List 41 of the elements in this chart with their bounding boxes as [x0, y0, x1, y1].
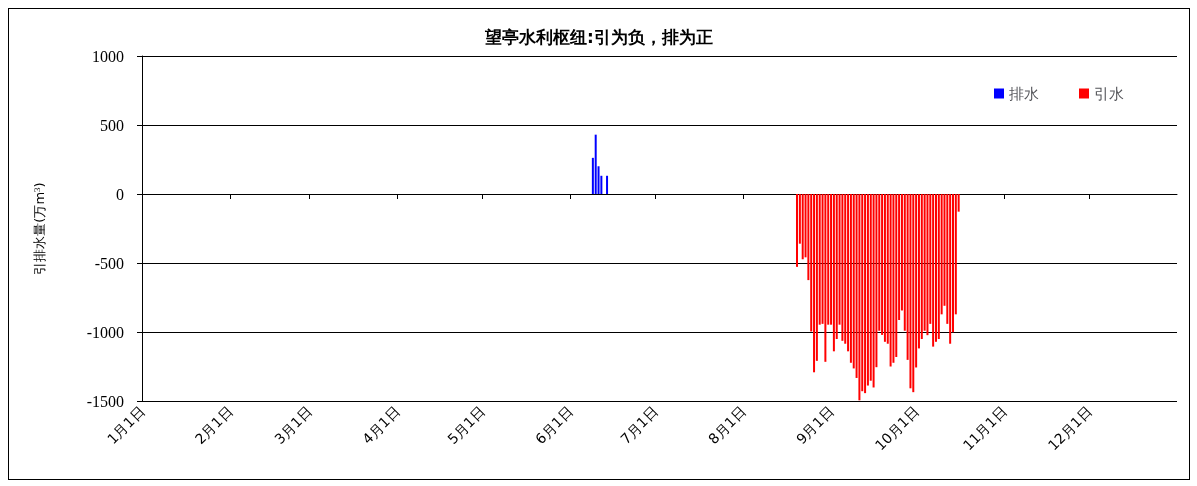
chart-title: 望亭水利枢纽:引为负，排为正 [484, 26, 713, 47]
bar [892, 194, 895, 363]
y-tick-label: 500 [100, 116, 124, 134]
bar [883, 194, 886, 342]
y-tick-label: 1000 [92, 47, 124, 65]
bar [594, 134, 597, 194]
y-tick-label: 0 [116, 185, 124, 203]
legend-label: 排水 [1009, 84, 1039, 103]
legend-label: 引水 [1094, 84, 1124, 103]
y-tick-label: -1500 [86, 392, 124, 410]
bar [912, 194, 915, 393]
bar [864, 194, 867, 394]
x-tick-label: 2月1日 [191, 403, 236, 448]
x-tick-label: 9月1日 [793, 403, 837, 448]
x-tick-label: 8月1日 [705, 403, 749, 448]
bar [949, 194, 952, 344]
bar [909, 194, 912, 389]
bar [824, 194, 827, 362]
x-tick-label: 12月1日 [1044, 403, 1095, 454]
bar [841, 194, 844, 341]
bar [872, 194, 875, 388]
bar [937, 194, 940, 340]
bar [801, 194, 804, 260]
bar [832, 194, 835, 352]
bar [858, 194, 861, 401]
x-tick-label: 10月1日 [871, 403, 922, 454]
y-tick-label: -1000 [86, 323, 124, 341]
bar [796, 194, 799, 267]
x-tick-label: 3月1日 [271, 403, 315, 448]
y-axis-title: 引排水量(万m3) [31, 182, 47, 275]
x-tick-label: 4月1日 [359, 403, 403, 448]
bar [926, 194, 929, 336]
bar [813, 194, 816, 373]
bar [889, 194, 892, 367]
x-tick-label: 11月1日 [959, 403, 1010, 454]
bar [932, 194, 935, 347]
x-tick-label: 6月1日 [532, 403, 576, 448]
bar [606, 175, 609, 194]
x-tick-label: 7月1日 [617, 403, 661, 448]
y-tick-label: -500 [94, 254, 124, 272]
x-tick-label: 5月1日 [444, 403, 488, 448]
